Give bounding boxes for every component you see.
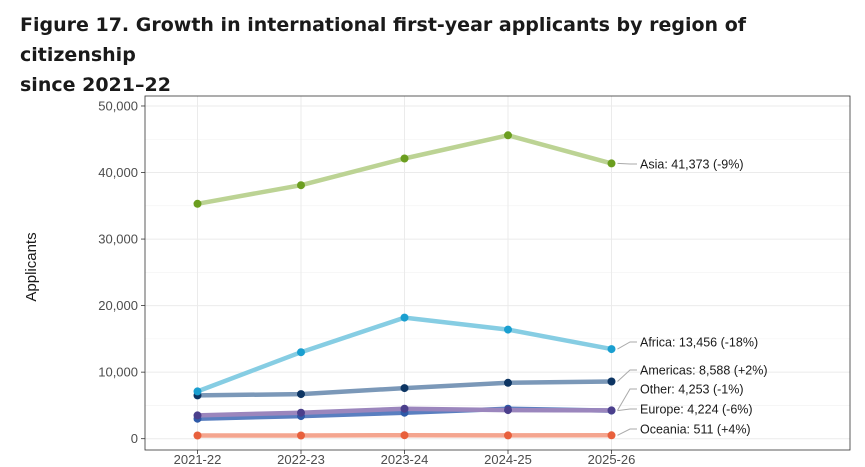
chart-title-line-1: Figure 17. Growth in international first…: [20, 14, 747, 66]
data-point-other: [193, 411, 202, 420]
end-label-africa: Africa: 13,456 (-18%): [640, 336, 758, 350]
data-point-africa: [607, 345, 616, 354]
x-tick-label: 2023-24: [381, 452, 429, 467]
data-point-other: [504, 406, 512, 415]
data-point-americas: [504, 378, 512, 387]
x-tick-label: 2022-23: [277, 452, 325, 467]
axes: 0 10,000 20,000 30,000 40,000 50,000 2021-22 20…: [98, 98, 635, 467]
data-point-americas: [607, 377, 616, 386]
data-point-oceania: [504, 431, 512, 440]
chart-title-line-2: since 2021–22: [20, 74, 171, 96]
leader-line-asia: [617, 162, 637, 165]
data-point-asia: [400, 154, 409, 163]
y-tick-label: 50,000: [98, 98, 138, 113]
plot-panel-border: [144, 95, 851, 451]
data-point-other: [607, 406, 616, 415]
end-label-other: Other: 4,253 (-1%): [640, 383, 744, 397]
data-point-americas: [297, 390, 305, 399]
data-point-africa: [193, 387, 202, 396]
y-tick-label: 20,000: [98, 298, 138, 313]
series-oceania: [193, 431, 616, 440]
data-point-oceania: [400, 431, 409, 440]
data-point-africa: [504, 325, 512, 334]
y-tick-label: 0: [131, 431, 138, 446]
y-axis-title: Applicants: [23, 232, 40, 301]
leader-line-europe: [617, 408, 637, 412]
data-point-asia: [297, 181, 305, 190]
data-point-other: [400, 404, 409, 413]
end-label-asia: Asia: 41,373 (-9%): [640, 158, 744, 172]
end-label-oceania: Oceania: 511 (+4%): [640, 423, 751, 437]
grid: [145, 96, 850, 450]
data-point-other: [297, 408, 305, 417]
leader-line-other: [617, 388, 637, 411]
data-point-asia: [504, 131, 512, 140]
x-tick-label: 2024-25: [484, 452, 532, 467]
chart-title: Figure 17. Growth in international first…: [20, 10, 820, 100]
data-point-oceania: [607, 431, 616, 440]
leader-line-americas: [617, 369, 637, 382]
data-point-americas: [400, 384, 409, 393]
data-point-africa: [400, 313, 409, 322]
x-tick-label: 2025-26: [588, 452, 636, 467]
series-asia: [193, 131, 616, 208]
data-point-asia: [193, 199, 202, 208]
y-tick-label: 10,000: [98, 365, 138, 380]
y-tick-label: 40,000: [98, 165, 138, 180]
data-point-oceania: [193, 431, 202, 440]
data-point-africa: [297, 348, 305, 357]
leader-line-oceania: [617, 428, 637, 436]
data-point-oceania: [297, 431, 305, 440]
leader-line-africa: [617, 341, 637, 350]
series-americas: [193, 377, 616, 400]
end-label-europe: Europe: 4,224 (-6%): [640, 403, 753, 417]
x-tick-label: 2021-22: [174, 452, 222, 467]
y-tick-label: 30,000: [98, 232, 138, 247]
end-labels: Oceania: 511 (+4%) Europe: 4,224 (-6%) Oth…: [617, 158, 767, 437]
series-other: [193, 404, 616, 420]
end-label-americas: Americas: 8,588 (+2%): [640, 364, 767, 378]
series-group: [193, 131, 616, 440]
data-point-asia: [607, 159, 616, 168]
series-africa: [193, 313, 616, 396]
